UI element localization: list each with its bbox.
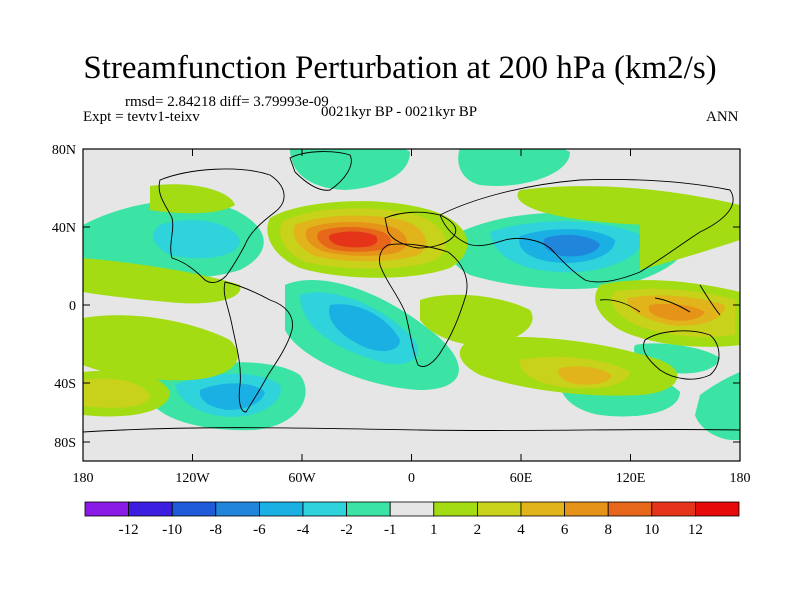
rmsd-diff-stats: rmsd= 2.84218 diff= 3.79993e-09	[125, 94, 329, 110]
colorbar-swatch	[651, 501, 696, 517]
chart-title: Streamfunction Perturbation at 200 hPa (…	[83, 50, 717, 86]
colorbar-swatch	[128, 501, 173, 517]
period-label: 0021kyr BP - 0021kyr BP	[321, 104, 478, 120]
colorbar-label: 4	[517, 522, 525, 538]
positive-anomaly-regions	[83, 184, 740, 461]
contour-fill-layer	[83, 149, 740, 461]
colorbar-label: 8	[604, 522, 612, 538]
colorbar-label: -4	[297, 522, 310, 538]
colorbar-swatch	[607, 501, 653, 517]
lon-tick-label: 60W	[288, 471, 316, 486]
lon-tick-label: 0	[408, 471, 415, 486]
lon-tick-label: 180	[73, 471, 94, 486]
colorbar-label: -8	[210, 522, 223, 538]
lat-tick-label: 80S	[54, 436, 76, 451]
colorbar-swatch	[215, 501, 260, 517]
lat-tick-label: 40S	[54, 377, 76, 392]
colorbar-swatch	[564, 501, 609, 517]
colorbar-swatch	[84, 501, 129, 517]
colorbar-label: 1	[430, 522, 438, 538]
colorbar-label: -2	[340, 522, 353, 538]
negative-anomaly-regions	[83, 149, 720, 431]
lat-tick-label: 0	[69, 299, 76, 314]
lat-tick-label: 80N	[52, 143, 76, 158]
colorbar-swatch	[346, 501, 391, 517]
experiment-label: Expt = tevtv1-teixv	[83, 109, 200, 125]
lon-tick-label: 120E	[616, 471, 646, 486]
colorbar-label: -10	[162, 522, 182, 538]
colorbar-label: 10	[644, 522, 659, 538]
lat-tick-label: 40N	[52, 221, 76, 236]
colorbar-swatch	[389, 501, 435, 517]
continent-outlines	[83, 151, 740, 433]
colorbar-swatch	[258, 501, 304, 517]
colorbar-swatch	[302, 501, 347, 517]
colorbar-label: -6	[253, 522, 266, 538]
latitude-axis: 80N 40N 0 40S 80S	[52, 143, 740, 451]
colorbar-label: 6	[561, 522, 569, 538]
colorbar-swatch	[520, 501, 565, 517]
colorbar-swatch	[171, 501, 217, 517]
longitude-axis: 180 120W 60W 0 60E 120E 180	[73, 149, 751, 486]
lon-tick-label: 60E	[510, 471, 533, 486]
colorbar-label: 12	[688, 522, 703, 538]
lon-tick-label: 120W	[175, 471, 210, 486]
season-label: ANN	[706, 109, 739, 125]
colorbar-swatch	[433, 501, 478, 517]
lon-tick-label: 180	[730, 471, 751, 486]
colorbar-swatch	[476, 501, 522, 517]
colorbar-swatch	[695, 501, 740, 517]
colorbar-label: 2	[474, 522, 482, 538]
colorbar-label: -12	[119, 522, 139, 538]
colorbar: -12 -10 -8 -6 -4 -2 -1 1 2 4 6 8 10 12	[84, 501, 740, 538]
colorbar-label: -1	[384, 522, 397, 538]
